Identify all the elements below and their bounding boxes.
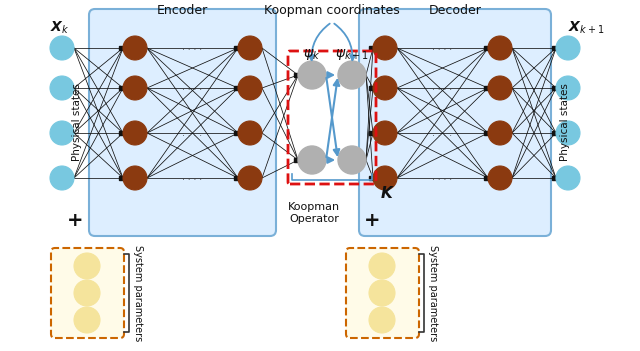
Text: Koopman
Operator: Koopman Operator [288, 202, 340, 224]
FancyBboxPatch shape [51, 248, 124, 338]
FancyBboxPatch shape [89, 9, 276, 236]
Circle shape [50, 76, 74, 100]
Circle shape [488, 166, 512, 190]
Text: . . . .: . . . . [182, 128, 202, 138]
Circle shape [74, 280, 100, 306]
Text: +: + [67, 211, 83, 230]
Circle shape [123, 121, 147, 145]
Bar [369, 46, 373, 50]
Circle shape [238, 76, 262, 100]
Circle shape [369, 280, 395, 306]
Text: Physical states: Physical states [72, 83, 82, 161]
Text: . . . .: . . . . [182, 44, 202, 53]
Circle shape [556, 166, 580, 190]
Circle shape [123, 76, 147, 100]
Text: . . . .: . . . . [182, 84, 202, 93]
Bar [484, 86, 488, 90]
Bar [484, 131, 488, 135]
Text: . . . .: . . . . [432, 84, 452, 93]
Bar [234, 131, 238, 135]
Bar [369, 131, 373, 135]
Bar [484, 46, 488, 50]
Circle shape [373, 36, 397, 60]
Circle shape [50, 166, 74, 190]
Bar [552, 86, 556, 90]
Text: Physical states: Physical states [560, 83, 570, 161]
Text: Decoder: Decoder [429, 4, 481, 17]
Bar [552, 176, 556, 180]
Text: . . . .: . . . . [432, 173, 452, 183]
Circle shape [373, 166, 397, 190]
Circle shape [556, 36, 580, 60]
Text: $\boldsymbol{X}_k$: $\boldsymbol{X}_k$ [51, 20, 70, 36]
Circle shape [373, 76, 397, 100]
Circle shape [298, 61, 326, 89]
Text: +: + [364, 211, 380, 230]
Text: Encoder: Encoder [156, 4, 207, 17]
Bar [234, 86, 238, 90]
Circle shape [123, 166, 147, 190]
Bar [484, 176, 488, 180]
Text: Koopman coordinates: Koopman coordinates [264, 4, 400, 17]
Circle shape [74, 307, 100, 333]
Text: . . . .: . . . . [432, 44, 452, 53]
Bar [119, 46, 123, 50]
Circle shape [298, 146, 326, 174]
Bar [294, 73, 298, 77]
Circle shape [556, 121, 580, 145]
Bar [119, 131, 123, 135]
Circle shape [338, 146, 366, 174]
Text: System parameters: System parameters [133, 245, 143, 341]
Circle shape [74, 253, 100, 279]
Circle shape [238, 36, 262, 60]
Circle shape [369, 307, 395, 333]
Bar [234, 176, 238, 180]
Circle shape [338, 61, 366, 89]
Circle shape [488, 121, 512, 145]
Text: . . . .: . . . . [432, 128, 452, 138]
Circle shape [50, 36, 74, 60]
Circle shape [369, 253, 395, 279]
Text: $\boldsymbol{X}_{k+1}$: $\boldsymbol{X}_{k+1}$ [568, 20, 604, 36]
Bar [294, 158, 298, 162]
Bar [234, 46, 238, 50]
Text: System parameters: System parameters [428, 245, 438, 341]
Bar [552, 131, 556, 135]
FancyBboxPatch shape [359, 9, 551, 236]
Circle shape [488, 36, 512, 60]
Text: $\psi_k$: $\psi_k$ [303, 46, 321, 61]
FancyBboxPatch shape [346, 248, 419, 338]
Text: K: K [381, 186, 393, 201]
Text: . . . .: . . . . [182, 173, 202, 183]
Bar [552, 46, 556, 50]
Circle shape [556, 76, 580, 100]
Bar [369, 176, 373, 180]
Bar [119, 176, 123, 180]
Bar [119, 86, 123, 90]
Circle shape [488, 76, 512, 100]
Circle shape [238, 121, 262, 145]
Circle shape [373, 121, 397, 145]
Circle shape [238, 166, 262, 190]
Bar [369, 86, 373, 90]
Circle shape [50, 121, 74, 145]
Text: $\psi_{k+1}$: $\psi_{k+1}$ [335, 46, 369, 61]
Circle shape [123, 36, 147, 60]
